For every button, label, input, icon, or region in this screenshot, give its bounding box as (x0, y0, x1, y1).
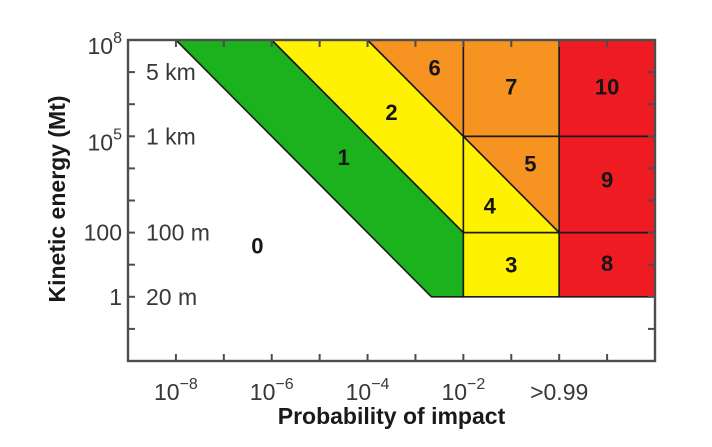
zone-label-4: 4 (484, 193, 497, 218)
zone-label-3: 3 (505, 253, 517, 278)
zone-label-1: 1 (337, 145, 349, 170)
x-tick-label: 10−6 (250, 376, 294, 405)
zone-label-7: 7 (505, 75, 517, 100)
diameter-label: 20 m (146, 284, 197, 310)
y-tick-label: 105 (88, 126, 123, 155)
zone-label-2: 2 (385, 100, 397, 125)
diameter-label: 5 km (146, 59, 196, 85)
x-tick-label: 10−8 (154, 376, 198, 405)
plot-frame (126, 38, 657, 363)
x-tick-label: >0.99 (530, 379, 588, 405)
x-axis-title: Probability of impact (277, 403, 506, 429)
y-tick-label: 108 (88, 30, 123, 59)
y-axis-title: Kinetic energy (Mt) (44, 95, 70, 303)
zone-label-6: 6 (428, 55, 440, 80)
x-tick-label: 10−2 (441, 376, 485, 405)
zone-label-0: 0 (251, 233, 263, 258)
zone-label-8: 8 (601, 251, 613, 276)
diameter-label: 100 m (146, 220, 210, 246)
zone-label-5: 5 (524, 152, 536, 177)
y-tick-label: 100 (84, 220, 122, 246)
zone-label-10: 10 (595, 75, 619, 100)
zone-label-9: 9 (601, 168, 613, 193)
y-tick-label: 1 (109, 284, 122, 310)
diameter-label: 1 km (146, 123, 196, 149)
x-tick-label: 10−4 (346, 376, 390, 405)
